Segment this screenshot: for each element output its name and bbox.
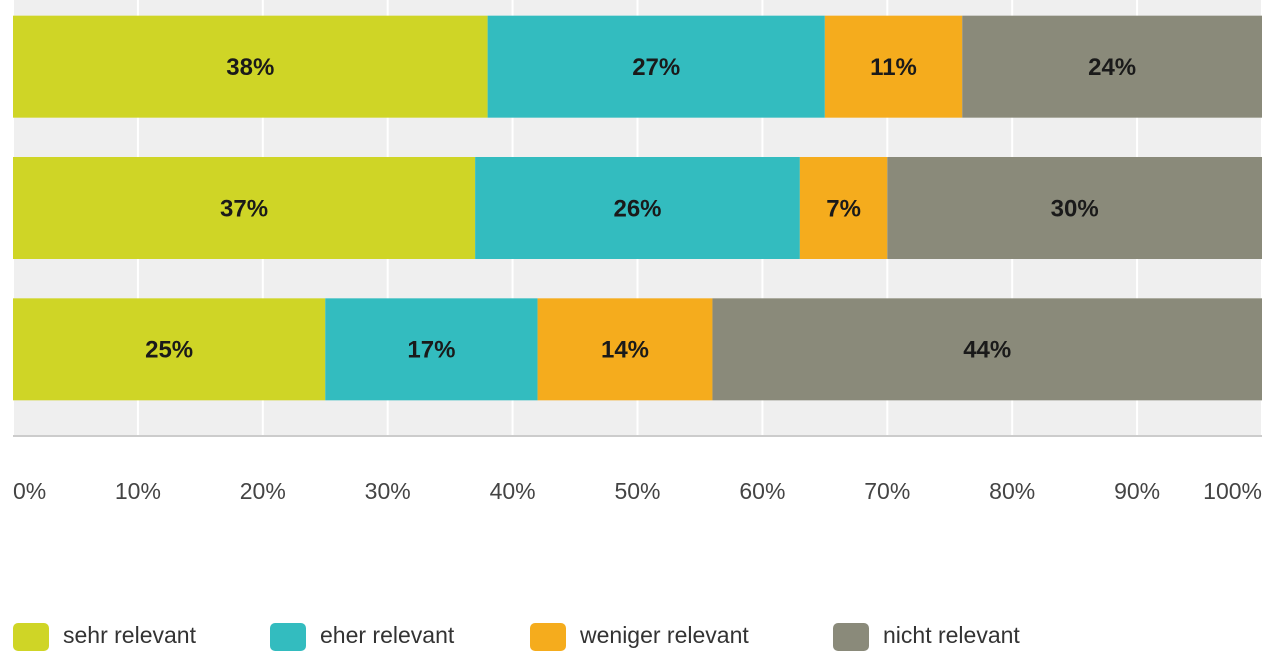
- value-label: 17%: [407, 337, 455, 364]
- x-tick-label: 80%: [989, 478, 1035, 504]
- x-tick-label: 20%: [240, 478, 286, 504]
- value-label: 7%: [826, 195, 861, 222]
- legend-swatch: [270, 623, 306, 651]
- value-label: 37%: [220, 195, 268, 222]
- legend-swatch: [13, 623, 49, 651]
- x-tick-label: 10%: [115, 478, 161, 504]
- legend-label: weniger relevant: [579, 622, 749, 648]
- bar-segment: [799, 157, 888, 259]
- bar-segment: [475, 157, 800, 259]
- legend-label: nicht relevant: [883, 622, 1020, 648]
- x-tick-label: 50%: [614, 478, 660, 504]
- bar-segment: [824, 15, 963, 118]
- value-label: 44%: [963, 337, 1011, 364]
- value-label: 14%: [601, 337, 649, 364]
- bar-segment: [13, 157, 476, 259]
- legend-label: eher relevant: [320, 622, 455, 648]
- x-tick-label: 30%: [365, 478, 411, 504]
- value-label: 26%: [613, 195, 661, 222]
- x-tick-label: 60%: [739, 478, 785, 504]
- legend-swatch: [833, 623, 869, 651]
- x-tick-label: 40%: [490, 478, 536, 504]
- value-label: 30%: [1051, 195, 1099, 222]
- x-tick-label: 70%: [864, 478, 910, 504]
- value-label: 27%: [632, 54, 680, 81]
- x-tick-label: 100%: [1203, 478, 1262, 504]
- bar-segment: [13, 298, 326, 401]
- x-tick-label: 90%: [1114, 478, 1160, 504]
- value-label: 38%: [226, 54, 274, 81]
- bar-segment: [537, 298, 713, 401]
- x-tick-label: 0%: [13, 478, 46, 504]
- legend-label: sehr relevant: [63, 622, 197, 648]
- bar-segment: [13, 15, 488, 118]
- legend-swatch: [530, 623, 566, 651]
- bar-segment: [887, 157, 1262, 259]
- bar-segment: [487, 15, 825, 118]
- value-label: 24%: [1088, 54, 1136, 81]
- value-label: 11%: [870, 54, 917, 81]
- bar-segment: [325, 298, 538, 401]
- value-label: 25%: [145, 337, 193, 364]
- bar-segment: [712, 298, 1262, 401]
- bar-segment: [962, 15, 1262, 118]
